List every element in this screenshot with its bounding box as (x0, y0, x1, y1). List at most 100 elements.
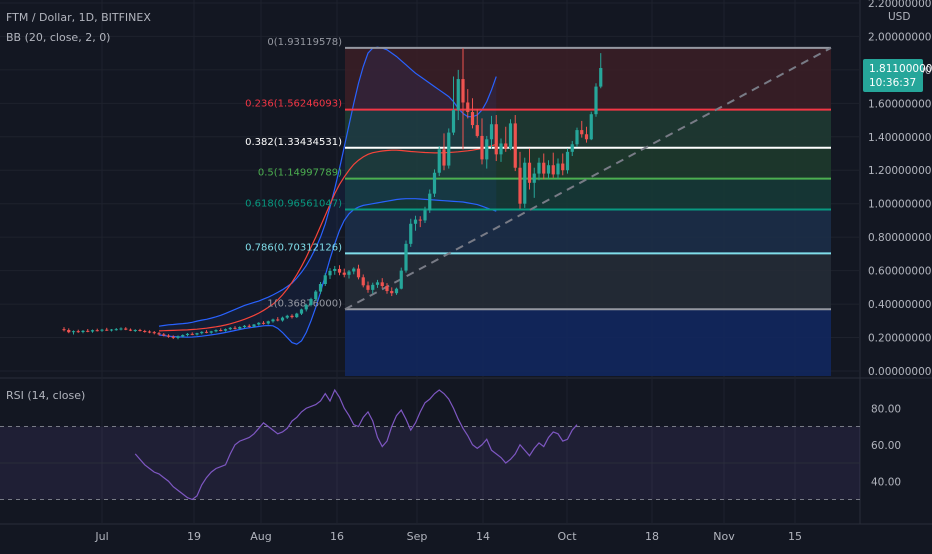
candle-body (442, 149, 446, 166)
candle-body (333, 268, 337, 271)
price-tick-label: 0.40000000 (868, 299, 931, 311)
fib-level-label: 0.786(0.70312126) (245, 242, 342, 253)
candle-body (185, 333, 190, 336)
candle-body (570, 144, 574, 152)
candle-body (299, 309, 304, 314)
candle-body (542, 162, 546, 174)
rsi-legend[interactable]: RSI (14, close) (6, 389, 86, 402)
candle-body (504, 143, 508, 149)
candle-body (475, 125, 479, 136)
fib-level-label: 0(1.93119578) (267, 37, 342, 48)
candle-body (356, 268, 361, 278)
symbol-title[interactable]: FTM / Dollar, 1D, BITFINEX (6, 11, 151, 24)
candle-body (280, 317, 285, 321)
candle-body (361, 277, 365, 286)
fib-level-label: 0.236(1.56246093) (245, 99, 342, 110)
candle-body (181, 335, 185, 337)
fib-zone (345, 47, 831, 110)
bb-band-fill (159, 47, 497, 345)
candle-body (537, 162, 541, 174)
candle-body (371, 284, 375, 290)
candle-body (233, 327, 237, 329)
candle-body (128, 329, 133, 331)
candle-body (314, 291, 318, 300)
candle-body (375, 282, 380, 285)
candle-body (423, 210, 427, 221)
price-unit-label: USD (888, 11, 910, 23)
candle-body (176, 336, 180, 338)
time-tick-label: Oct (557, 530, 577, 543)
candle-body (404, 243, 408, 271)
candle-body (266, 321, 270, 324)
fib-level-label: 0.618(0.96561047) (245, 198, 342, 209)
candle-body (304, 304, 308, 310)
time-tick-label: 16 (330, 530, 344, 543)
candle-body (323, 275, 327, 285)
candle-body (261, 322, 266, 324)
candle-body (147, 331, 152, 333)
candle-body (228, 327, 232, 330)
candle-body (523, 162, 527, 204)
candle-body (204, 331, 209, 333)
candle-body (95, 330, 99, 332)
candle-body (532, 173, 536, 183)
candle-body (318, 284, 323, 292)
candle-body (109, 329, 114, 331)
bb-legend[interactable]: BB (20, close, 2, 0) (6, 31, 111, 44)
candle-body (138, 330, 142, 332)
candle-body (114, 329, 118, 331)
time-tick-label: Sep (407, 530, 428, 543)
candle-body (461, 79, 465, 103)
rsi-tick-label: 40.00 (871, 476, 901, 488)
candle-body (143, 331, 147, 333)
candle-body (90, 330, 95, 332)
candle-body (190, 333, 194, 335)
candle-body (494, 124, 498, 155)
candle-body (394, 288, 399, 294)
candle-body (451, 110, 456, 133)
candle-body (480, 135, 484, 160)
candle-body (200, 331, 204, 334)
candle-body (162, 334, 166, 336)
rsi-tick-label: 60.00 (871, 440, 901, 452)
candle-body (342, 272, 346, 275)
candle-body (447, 132, 451, 166)
candle-body (81, 330, 85, 333)
candle-body (546, 165, 551, 174)
price-tick-label: 2.00000000 (868, 31, 931, 43)
candle-body (561, 163, 565, 171)
fib-zone (345, 178, 831, 210)
candle-body (171, 336, 175, 338)
candle-body (219, 330, 223, 332)
candle-body (589, 114, 593, 140)
candle-body (594, 86, 598, 115)
price-tick-label: 0.20000000 (868, 333, 931, 345)
candle-body (133, 330, 137, 332)
price-tick-label: 0.60000000 (868, 266, 931, 278)
candle-body (390, 291, 394, 294)
candle-body (413, 219, 418, 224)
candle-body (290, 315, 294, 318)
rsi-line (134, 388, 578, 501)
time-tick-label: Aug (250, 530, 271, 543)
candle-body (456, 79, 460, 111)
countdown-label: 10:36:37 (869, 77, 916, 89)
candle-body (62, 329, 66, 331)
time-tick-label: 18 (645, 530, 659, 543)
price-tick-label: 0.80000000 (868, 232, 931, 244)
candle-body (575, 130, 579, 145)
last-price-badge (863, 59, 923, 93)
candle-body (214, 330, 218, 332)
candle-body (67, 330, 71, 333)
fib-zone (345, 309, 831, 376)
last-price-label: 1.81100000 (869, 63, 932, 75)
candle-body (518, 167, 522, 204)
candle-body (157, 333, 161, 335)
candle-body (223, 329, 228, 331)
bb-upper-line (158, 46, 497, 327)
candle-body (295, 313, 299, 318)
rsi-tick-label: 80.00 (871, 403, 901, 415)
candle-body (209, 331, 213, 333)
fib-zone (345, 109, 831, 148)
